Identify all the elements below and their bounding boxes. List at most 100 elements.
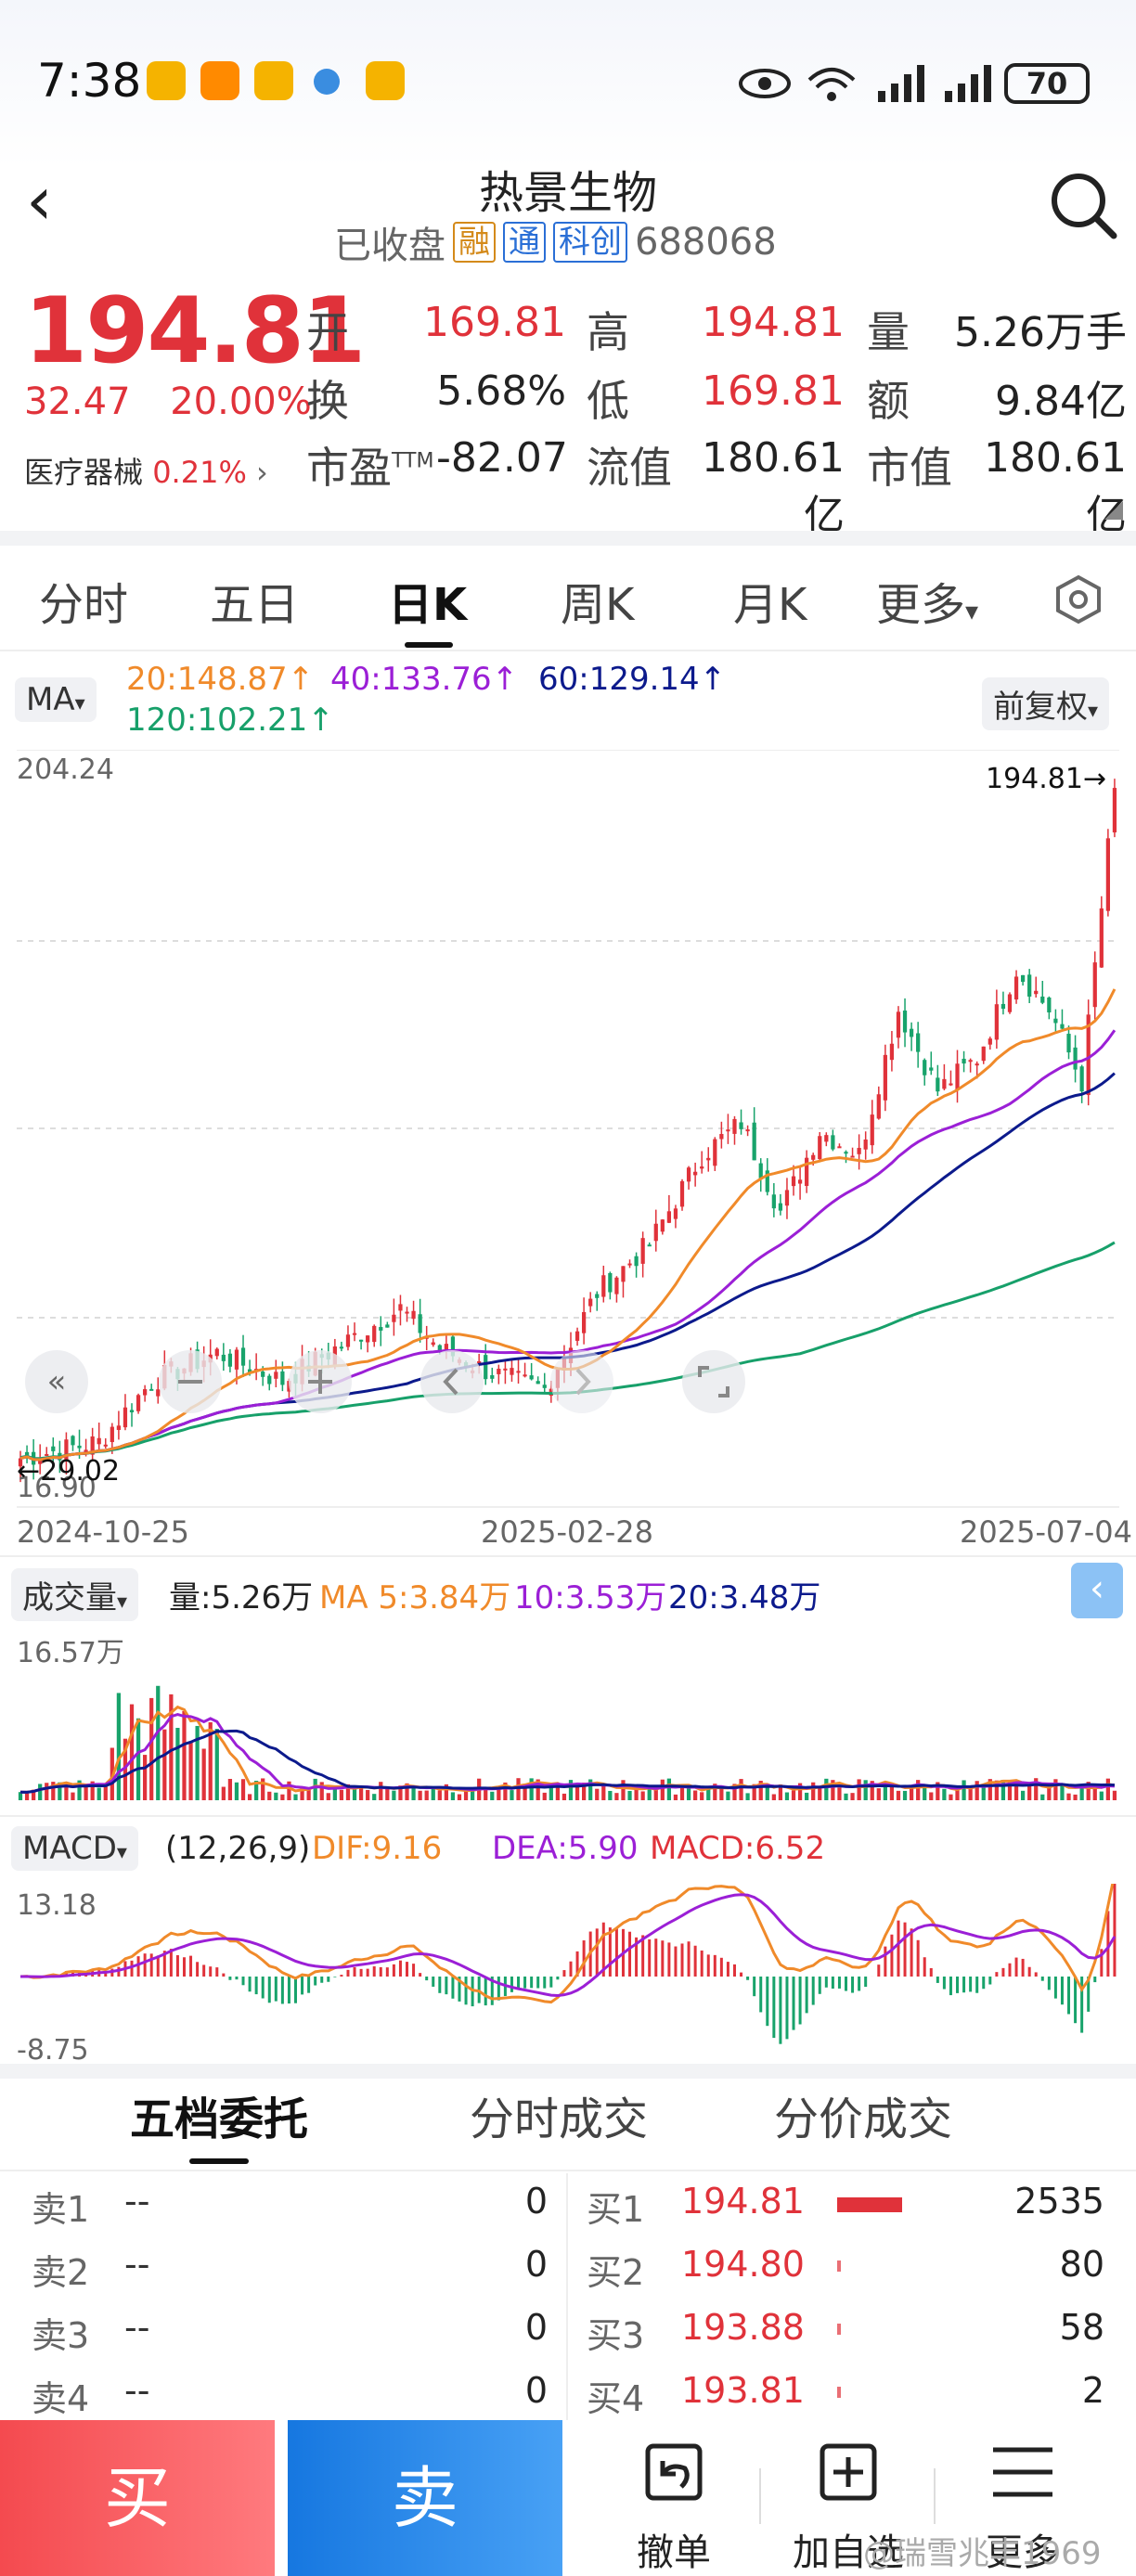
volume-bar	[949, 1794, 953, 1800]
tab-weekly-k[interactable]: 周K	[561, 579, 635, 631]
volume-bar	[1073, 1794, 1078, 1800]
svg-text:«: «	[47, 1363, 67, 1400]
macd-bar	[523, 1977, 527, 1989]
volume-bar	[1013, 1782, 1019, 1800]
macd-selector[interactable]: MACD▾	[11, 1826, 138, 1871]
volume-bar	[90, 1781, 95, 1800]
volume-bar	[306, 1789, 311, 1800]
margin-tag[interactable]: 融	[453, 222, 496, 263]
scroll-left-icon[interactable]	[420, 1349, 484, 1414]
macd-bar	[340, 1975, 343, 1977]
candle-body	[77, 1445, 82, 1449]
candle-body	[529, 1375, 534, 1380]
candle-body	[647, 1244, 652, 1247]
candle-body	[1040, 996, 1045, 1003]
macd-bar	[674, 1946, 678, 1977]
fullscreen-icon[interactable]	[681, 1349, 746, 1414]
macd-chart[interactable]	[0, 1884, 1136, 2069]
candle-body	[916, 1033, 921, 1052]
macd-bar	[353, 1966, 356, 1977]
candle-body	[988, 1038, 992, 1045]
kline-chart[interactable]	[0, 750, 1136, 1548]
volume-bar	[1040, 1794, 1045, 1800]
volume-bar	[574, 1783, 580, 1800]
macd-bar	[772, 1977, 776, 2039]
tab-price-volume[interactable]: 分价成交	[774, 2093, 953, 2145]
volume-selector[interactable]: 成交量▾	[11, 1568, 139, 1621]
macd-bar	[601, 1922, 605, 1977]
zoom-out-icon[interactable]	[158, 1349, 223, 1414]
volume-bar	[261, 1778, 265, 1800]
sell-button[interactable]: 卖	[288, 2420, 562, 2576]
candle-body	[366, 1335, 370, 1343]
macd-bar	[824, 1977, 828, 1988]
candle-body	[1086, 1014, 1091, 1096]
connect-tag[interactable]: 通	[503, 222, 546, 263]
volume-bar	[247, 1794, 252, 1800]
sector-link[interactable]: 医疗器械 0.21% ›	[24, 449, 268, 492]
candle-body	[497, 1369, 501, 1374]
volume-bar	[240, 1779, 246, 1800]
macd-value: MACD:6.52	[650, 1830, 826, 1867]
volume-bar	[536, 1779, 540, 1800]
tab-five-level[interactable]: 五档委托	[130, 2093, 309, 2145]
candle-body	[143, 1389, 148, 1396]
volume-chart[interactable]	[0, 1624, 1136, 1810]
candle-body	[608, 1272, 613, 1293]
buy-button[interactable]: 买	[0, 2420, 275, 2576]
volume-bar	[32, 1789, 36, 1800]
macd-bar	[490, 1977, 494, 2005]
macd-dif: DIF:9.16	[312, 1830, 443, 1867]
zoom-in-icon[interactable]	[288, 1349, 353, 1414]
candle-body	[1000, 1003, 1006, 1010]
macd-bar	[903, 1922, 907, 1977]
candle-body	[679, 1180, 685, 1207]
macd-bar	[379, 1966, 382, 1977]
macd-bar	[1008, 1963, 1012, 1977]
volume-bar	[902, 1790, 908, 1800]
tab-daily-k[interactable]: 日K	[388, 579, 468, 631]
scroll-right-icon[interactable]	[549, 1349, 614, 1414]
kline-y-max: 204.24	[17, 753, 114, 786]
volume-bar	[732, 1784, 737, 1800]
candle-body	[758, 1163, 763, 1179]
stock-name: 热景生物	[478, 167, 657, 219]
star-market-tag[interactable]: 科创	[553, 222, 627, 263]
candle-body	[889, 1043, 895, 1061]
candle-body	[385, 1324, 390, 1328]
adjust-selector[interactable]: 前复权▾	[982, 677, 1110, 730]
search-icon[interactable]	[1049, 171, 1119, 241]
collapse-panel-button[interactable]: ‹	[1071, 1563, 1123, 1618]
tab-intraday[interactable]: 分时	[39, 579, 129, 631]
volume-bar	[693, 1790, 698, 1800]
volume-bar	[339, 1789, 344, 1800]
volume-bar	[1066, 1793, 1071, 1800]
volume-bar	[84, 1785, 88, 1800]
volume-bar	[562, 1793, 567, 1800]
macd-bar	[916, 1939, 920, 1977]
tab-monthly-k[interactable]: 月K	[733, 579, 807, 631]
tab-more[interactable]: 更多▾	[876, 579, 979, 631]
macd-bar	[614, 1928, 618, 1977]
candle-body	[1079, 1066, 1084, 1092]
kline-y-min: 16.90	[17, 1472, 97, 1504]
tab-tick-trades[interactable]: 分时成交	[470, 2093, 649, 2145]
macd-bar	[687, 1941, 691, 1977]
cancel-order-button[interactable]: 撤单	[590, 2420, 757, 2576]
candle-body	[51, 1446, 56, 1451]
candle-body	[574, 1331, 580, 1341]
settings-hexagon-icon[interactable]	[1052, 573, 1104, 625]
ma-selector[interactable]: MA▾	[15, 677, 97, 722]
add-watchlist-button[interactable]: 加自选	[765, 2420, 932, 2576]
more-button[interactable]: 更多	[939, 2420, 1106, 2576]
back-button[interactable]: ‹	[26, 161, 53, 239]
app-notification-icon	[200, 61, 239, 100]
macd-bar	[64, 1971, 68, 1977]
volume-bar	[463, 1791, 469, 1800]
candle-body	[936, 1077, 940, 1092]
scroll-left-fast-icon[interactable]: «	[24, 1349, 89, 1414]
macd-bar	[713, 1954, 716, 1977]
macd-bar	[294, 1977, 297, 2003]
tab-five-day[interactable]: 五日	[210, 579, 300, 631]
expand-corner-icon[interactable]	[1104, 501, 1123, 520]
